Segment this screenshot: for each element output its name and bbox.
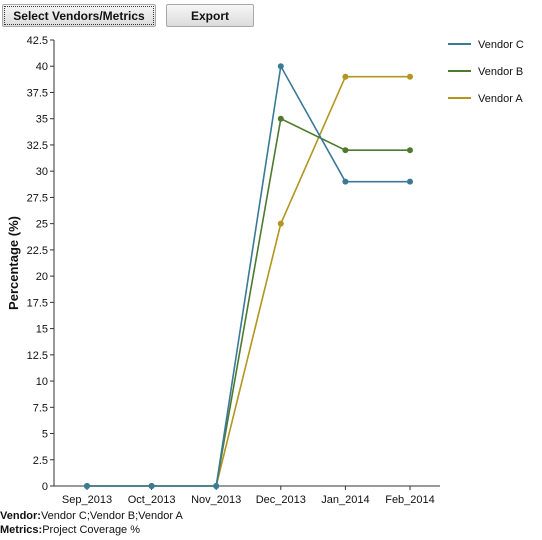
series-vendor-b [84, 115, 413, 489]
footer-vendor-value: Vendor C;Vendor B;Vendor A [40, 510, 183, 522]
data-point [277, 220, 284, 227]
data-point [342, 147, 349, 154]
x-tick-label: Jan_2014 [321, 494, 369, 506]
y-tick-label: 27.5 [27, 192, 48, 204]
y-tick-label: 30 [36, 166, 48, 178]
y-tick-label: 22.5 [27, 245, 48, 257]
series-layer [84, 63, 413, 489]
legend-item: Vendor A [448, 93, 523, 105]
x-tick-label: Feb_2014 [385, 494, 435, 506]
y-tick-label: 17.5 [27, 297, 48, 309]
legend-label: Vendor A [478, 93, 523, 105]
x-axis: Sep_2013 Oct_2013 Nov_2013 Dec_2013 Jan_2014… [54, 485, 440, 506]
data-point [148, 483, 155, 489]
footer-metrics-line: Metrics:Project Coverage % [0, 524, 140, 536]
y-tick-label: 15 [36, 324, 48, 336]
y-tick-label: 40 [36, 61, 48, 73]
y-tick-label: 7.5 [33, 402, 48, 414]
legend-label: Vendor B [478, 66, 523, 78]
y-tick-label: 5 [42, 429, 48, 441]
series-line [87, 117, 410, 487]
y-tick-label: 32.5 [27, 140, 48, 152]
series-vendor-c [84, 63, 413, 489]
y-axis: 0 2.5 5 7.5 10 12.5 15 17.5 20 22.5 25 27.5 30 32.5 35… [27, 35, 55, 493]
select-vendors-metrics-button[interactable]: Select Vendors/Metrics [2, 4, 156, 27]
data-point [407, 147, 413, 154]
y-tick-label: 35 [36, 114, 48, 126]
y-tick-label: 0 [42, 481, 48, 493]
y-tick-label: 42.5 [27, 35, 48, 47]
legend-item: Vendor B [448, 66, 523, 78]
y-axis-label: Percentage (%) [6, 216, 21, 310]
footer-vendor-line: Vendor:Vendor C;Vendor B;Vendor A [0, 510, 183, 522]
legend-label: Vendor C [478, 39, 524, 51]
data-point [342, 73, 349, 80]
series-line [87, 63, 410, 487]
x-tick-label: Dec_2013 [256, 494, 306, 506]
footer-vendor-label: Vendor: [0, 510, 41, 522]
data-point [407, 178, 413, 185]
data-point [342, 178, 349, 185]
y-tick-label: 37.5 [27, 87, 48, 99]
y-tick-label: 10 [36, 376, 48, 388]
y-tick-label: 12.5 [27, 350, 48, 362]
x-tick-label: Nov_2013 [191, 494, 241, 506]
data-point [407, 73, 413, 80]
legend: Vendor C Vendor B Vendor A [448, 39, 524, 105]
y-tick-label: 2.5 [33, 455, 48, 467]
y-tick-label: 20 [36, 271, 48, 283]
data-point [213, 483, 220, 489]
data-point [277, 63, 284, 70]
export-button[interactable]: Export [166, 4, 254, 27]
legend-item: Vendor C [448, 39, 524, 51]
x-tick-label: Oct_2013 [128, 494, 176, 506]
data-point [84, 483, 90, 489]
footer-metrics-label: Metrics: [0, 524, 43, 536]
footer-metrics-value: Project Coverage % [42, 524, 141, 536]
y-tick-label: 25 [36, 219, 48, 231]
x-tick-label: Sep_2013 [62, 494, 112, 506]
data-point [277, 115, 284, 122]
